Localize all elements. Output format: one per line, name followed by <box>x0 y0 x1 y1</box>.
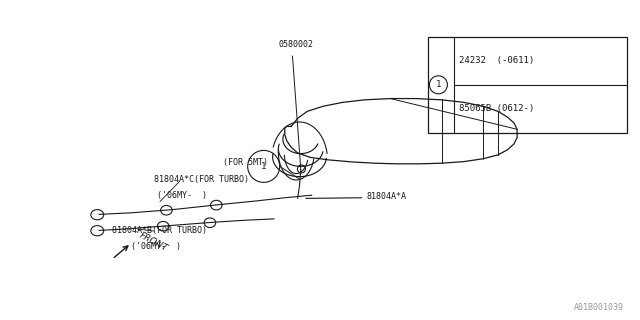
Circle shape <box>298 165 305 173</box>
Text: 1: 1 <box>261 162 266 171</box>
Text: 81804A*C(FOR TURBO): 81804A*C(FOR TURBO) <box>154 175 248 184</box>
Text: 81804A*A: 81804A*A <box>366 192 406 201</box>
Text: (FOR 5MT): (FOR 5MT) <box>223 158 268 167</box>
Circle shape <box>429 76 447 94</box>
Ellipse shape <box>91 210 104 220</box>
Text: ('06MY-  ): ('06MY- ) <box>131 242 181 251</box>
Circle shape <box>248 150 280 182</box>
Text: 24232  (-0611): 24232 (-0611) <box>460 56 534 65</box>
Text: A81B001039: A81B001039 <box>574 303 624 312</box>
Text: FRONT: FRONT <box>138 230 169 253</box>
Text: 0580002: 0580002 <box>278 40 314 49</box>
Text: 81804A*B(FOR TURBO): 81804A*B(FOR TURBO) <box>112 226 207 235</box>
Ellipse shape <box>204 218 216 228</box>
Ellipse shape <box>157 221 169 231</box>
Text: 85065B (0612-): 85065B (0612-) <box>460 104 534 113</box>
Ellipse shape <box>161 205 172 215</box>
Text: 1: 1 <box>436 80 441 89</box>
Bar <box>428 37 627 133</box>
Ellipse shape <box>91 226 104 236</box>
Ellipse shape <box>211 200 222 210</box>
Text: ('06MY-  ): ('06MY- ) <box>157 191 207 200</box>
